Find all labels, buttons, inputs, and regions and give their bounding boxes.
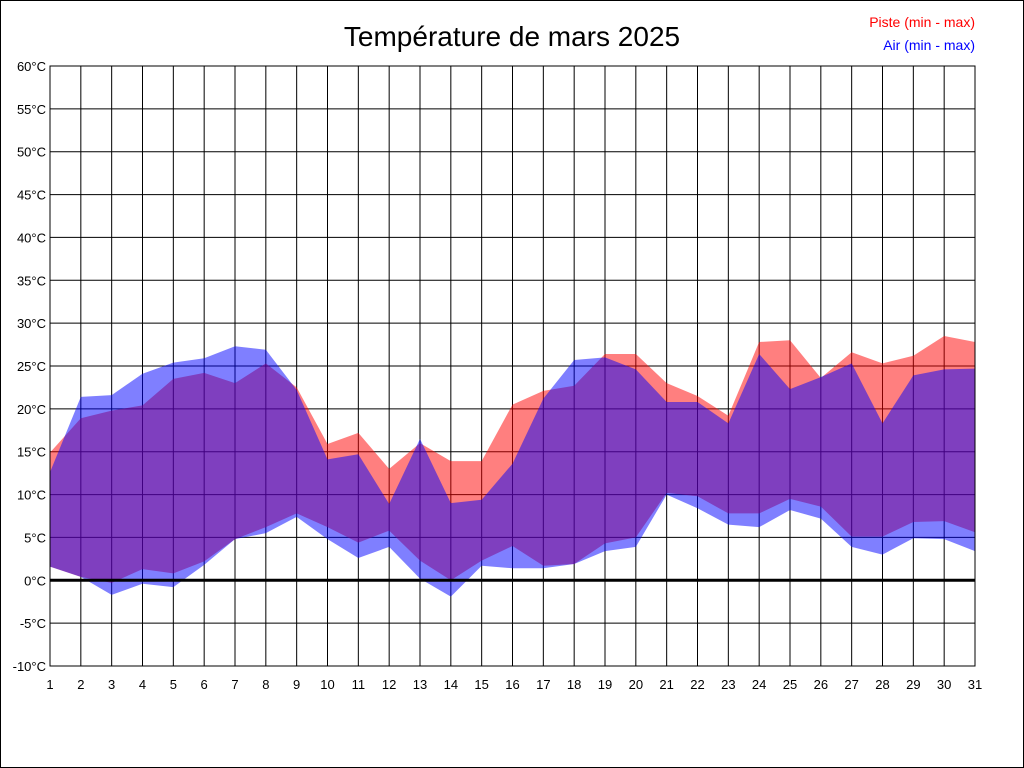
- y-tick-label: 15°C: [17, 445, 46, 460]
- area-air: [50, 346, 975, 597]
- x-tick-label: 31: [968, 677, 982, 692]
- y-tick-label: 45°C: [17, 188, 46, 203]
- x-tick-label: 5: [170, 677, 177, 692]
- x-tick-label: 24: [752, 677, 766, 692]
- chart-title: Température de mars 2025: [344, 21, 680, 52]
- x-tick-label: 27: [844, 677, 858, 692]
- series-areas: [50, 336, 975, 597]
- y-tick-label: 60°C: [17, 59, 46, 74]
- x-tick-label: 11: [352, 677, 366, 692]
- x-tick-label: 16: [505, 677, 519, 692]
- legend-air: Air (min - max): [883, 37, 975, 53]
- x-tick-label: 19: [598, 677, 612, 692]
- legend-piste: Piste (min - max): [869, 14, 975, 30]
- axes: -10°C -5°C 0°C 5°C 10°C 15°C 20°C 25°C 30°C 35°C 4…: [13, 59, 983, 692]
- x-tick-label: 26: [814, 677, 828, 692]
- y-tick-label: 55°C: [17, 102, 46, 117]
- x-tick-label: 10: [320, 677, 334, 692]
- x-tick-label: 2: [77, 677, 84, 692]
- x-tick-label: 7: [231, 677, 238, 692]
- y-tick-label: 10°C: [17, 488, 46, 503]
- y-tick-label: 20°C: [17, 402, 46, 417]
- x-tick-label: 29: [906, 677, 920, 692]
- y-tick-label: 50°C: [17, 145, 46, 160]
- y-tick-label: -10°C: [13, 659, 46, 674]
- x-tick-label: 28: [875, 677, 889, 692]
- plot-border: [49, 65, 976, 667]
- x-tick-label: 15: [474, 677, 488, 692]
- x-tick-label: 14: [444, 677, 458, 692]
- x-tick-label: 12: [382, 677, 396, 692]
- x-tick-label: 18: [567, 677, 581, 692]
- x-tick-label: 21: [659, 677, 673, 692]
- x-tick-label: 25: [783, 677, 797, 692]
- x-tick-label: 6: [201, 677, 208, 692]
- y-tick-label: 30°C: [17, 316, 46, 331]
- y-tick-label: 40°C: [17, 230, 46, 245]
- x-tick-label: 30: [937, 677, 951, 692]
- x-tick-label: 17: [536, 677, 550, 692]
- x-tick-label: 23: [721, 677, 735, 692]
- x-tick-label: 20: [629, 677, 643, 692]
- x-tick-label: 13: [413, 677, 427, 692]
- y-tick-label: 0°C: [24, 573, 46, 588]
- y-tick-label: -5°C: [20, 616, 46, 631]
- x-tick-label: 1: [46, 677, 53, 692]
- y-tick-label: 5°C: [24, 530, 46, 545]
- x-tick-label: 3: [108, 677, 115, 692]
- x-tick-label: 9: [293, 677, 300, 692]
- x-tick-label: 22: [690, 677, 704, 692]
- y-tick-label: 35°C: [17, 273, 46, 288]
- x-tick-label: 8: [262, 677, 269, 692]
- x-tick-label: 4: [139, 677, 146, 692]
- y-tick-label: 25°C: [17, 359, 46, 374]
